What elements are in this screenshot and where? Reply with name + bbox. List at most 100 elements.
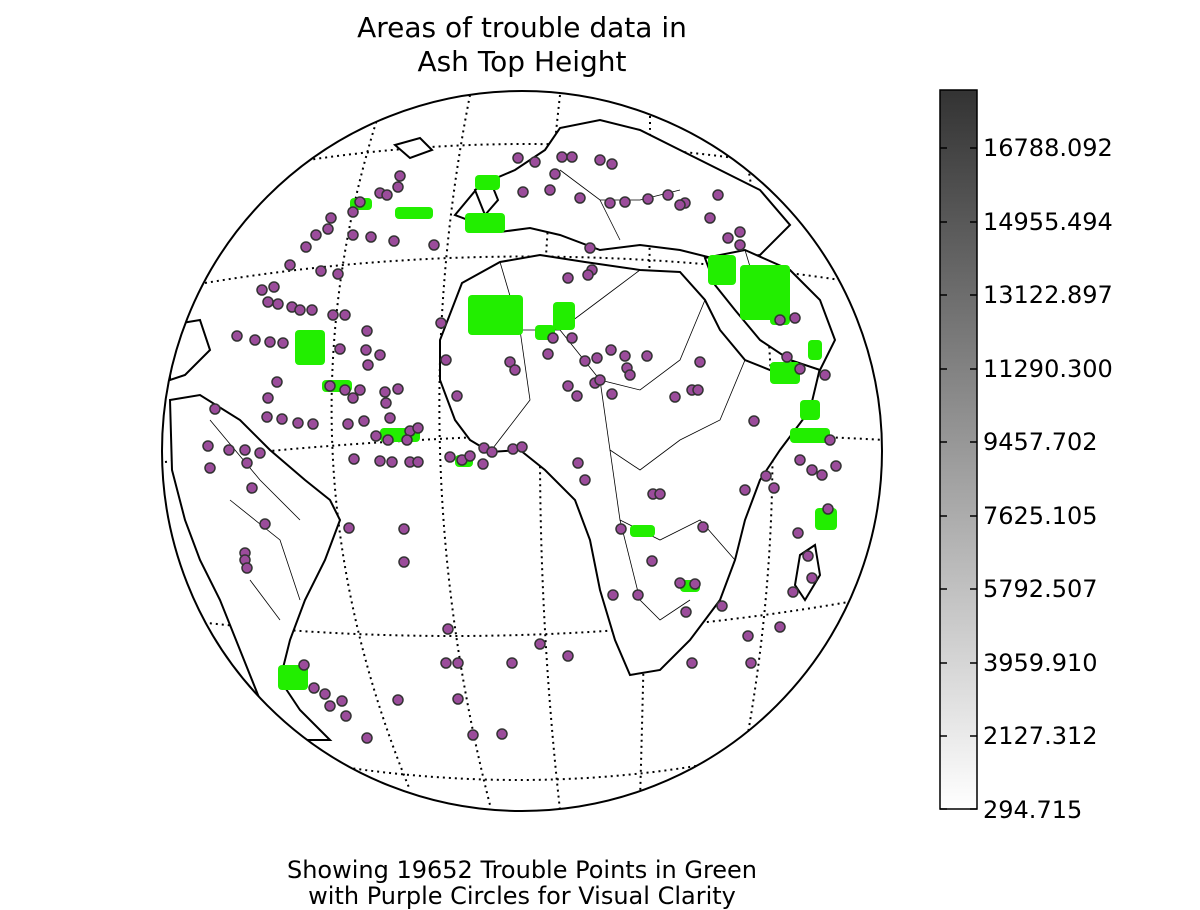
trouble-point-circle xyxy=(324,380,336,392)
trouble-point-circle xyxy=(686,657,698,669)
trouble-point-circle xyxy=(202,440,214,452)
trouble-point-circle xyxy=(544,184,556,196)
trouble-point-circle xyxy=(680,606,692,618)
trouble-point-circle xyxy=(401,434,413,446)
trouble-point-circle xyxy=(451,390,463,402)
iceland-outline xyxy=(392,136,434,160)
trouble-point-circle xyxy=(562,272,574,284)
trouble-point-circle xyxy=(254,447,266,459)
trouble-point-circle xyxy=(325,212,337,224)
trouble-point-circle xyxy=(604,197,616,209)
trouble-cluster xyxy=(395,207,433,219)
trouble-point-circle xyxy=(209,403,221,415)
trouble-point-circle xyxy=(794,363,806,375)
trouble-point-circle xyxy=(579,355,591,367)
trouble-point-circle xyxy=(794,454,806,466)
trouble-point-circle xyxy=(339,384,351,396)
trouble-point-circle xyxy=(262,296,274,308)
trouble-cluster xyxy=(553,302,575,330)
colorbar-tick-label: 9457.702 xyxy=(983,428,1098,456)
trouble-point-circle xyxy=(442,623,454,635)
trouble-point-circle xyxy=(529,156,541,168)
trouble-point-circle xyxy=(619,196,631,208)
trouble-point-circle xyxy=(748,415,760,427)
trouble-point-circle xyxy=(249,334,261,346)
trouble-point-circle xyxy=(310,229,322,241)
trouble-point-circle xyxy=(388,235,400,247)
trouble-point-circle xyxy=(547,332,559,344)
trouble-point-circle xyxy=(704,212,716,224)
trouble-point-circle xyxy=(822,503,834,515)
europe-outline xyxy=(453,118,792,262)
trouble-point-circle xyxy=(674,199,686,211)
trouble-point-circle xyxy=(792,527,804,539)
trouble-point-circle xyxy=(315,265,327,277)
trouble-point-circle xyxy=(819,369,831,381)
trouble-point-circle xyxy=(774,314,786,326)
trouble-point-circle xyxy=(322,223,334,235)
trouble-point-circle xyxy=(327,309,339,321)
trouble-point-circle xyxy=(806,464,818,476)
trouble-point-circle xyxy=(642,193,654,205)
trouble-point-circle xyxy=(428,239,440,251)
trouble-point-circle xyxy=(712,189,724,201)
trouble-point-circle xyxy=(268,281,280,293)
trouble-point-circle xyxy=(802,550,814,562)
trouble-point-circle xyxy=(467,729,479,741)
trouble-point-circle xyxy=(394,170,406,182)
colorbar-tick-label: 7625.105 xyxy=(983,502,1098,530)
trouble-point-circle xyxy=(444,451,456,463)
trouble-point-circle xyxy=(340,710,352,722)
trouble-point-circle xyxy=(486,446,498,458)
trouble-point-circle xyxy=(276,413,288,425)
trouble-point-circle xyxy=(734,226,746,238)
trouble-point-circle xyxy=(256,284,268,296)
trouble-point-circle xyxy=(830,460,842,472)
trouble-cluster xyxy=(295,330,325,365)
trouble-point-circle xyxy=(382,434,394,446)
trouble-point-circle xyxy=(787,586,799,598)
trouble-point-circle xyxy=(669,391,681,403)
colorbar-gradient xyxy=(939,89,978,810)
trouble-point-circle xyxy=(347,206,359,218)
trouble-point-circle xyxy=(789,312,801,324)
trouble-point-circle xyxy=(452,657,464,669)
trouble-point-circle xyxy=(347,392,359,404)
trouble-point-circle xyxy=(223,444,235,456)
colorbar-tick-label: 2127.312 xyxy=(983,722,1098,750)
trouble-cluster xyxy=(475,175,500,190)
trouble-point-circle xyxy=(272,298,284,310)
trouble-point-circle xyxy=(259,518,271,530)
trouble-point-circle xyxy=(760,470,772,482)
trouble-point-circle xyxy=(694,356,706,368)
trouble-cluster xyxy=(800,400,820,420)
trouble-point-circle xyxy=(365,231,377,243)
trouble-point-circle xyxy=(386,456,398,468)
trouble-point-circle xyxy=(319,688,331,700)
trouble-point-circle xyxy=(571,390,583,402)
colorbar-tick-label: 16788.092 xyxy=(983,134,1113,162)
trouble-point-circle xyxy=(509,364,521,376)
trouble-point-circle xyxy=(354,196,366,208)
trouble-cluster xyxy=(790,428,830,443)
trouble-point-circle xyxy=(358,415,370,427)
trouble-point-circle xyxy=(362,359,374,371)
trouble-point-circle xyxy=(360,344,372,356)
trouble-point-circle xyxy=(606,158,618,170)
colorbar xyxy=(939,89,978,810)
trouble-cluster xyxy=(465,213,505,233)
trouble-point-circle xyxy=(392,383,404,395)
trouble-point-circle xyxy=(594,374,606,386)
trouble-point-circle xyxy=(607,589,619,601)
trouble-point-circle xyxy=(308,682,320,694)
trouble-point-circle xyxy=(339,309,351,321)
trouble-point-circle xyxy=(354,384,366,396)
trouble-point-circle xyxy=(734,239,746,251)
trouble-point-circle xyxy=(271,376,283,388)
colorbar-tick-label: 14955.494 xyxy=(983,208,1113,236)
trouble-point-circle xyxy=(239,444,251,456)
trouble-point-circle xyxy=(452,693,464,705)
trouble-point-circle xyxy=(262,392,274,404)
madagascar-outline xyxy=(793,543,822,602)
